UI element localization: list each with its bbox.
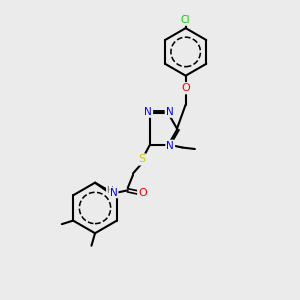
Text: N: N bbox=[144, 107, 152, 117]
Text: N: N bbox=[166, 141, 174, 151]
Text: O: O bbox=[138, 188, 147, 198]
Text: N: N bbox=[110, 188, 118, 198]
Text: N: N bbox=[166, 107, 173, 117]
Text: Cl: Cl bbox=[181, 15, 190, 25]
Text: O: O bbox=[181, 83, 190, 93]
Text: S: S bbox=[138, 154, 145, 164]
Text: H: H bbox=[106, 185, 113, 194]
